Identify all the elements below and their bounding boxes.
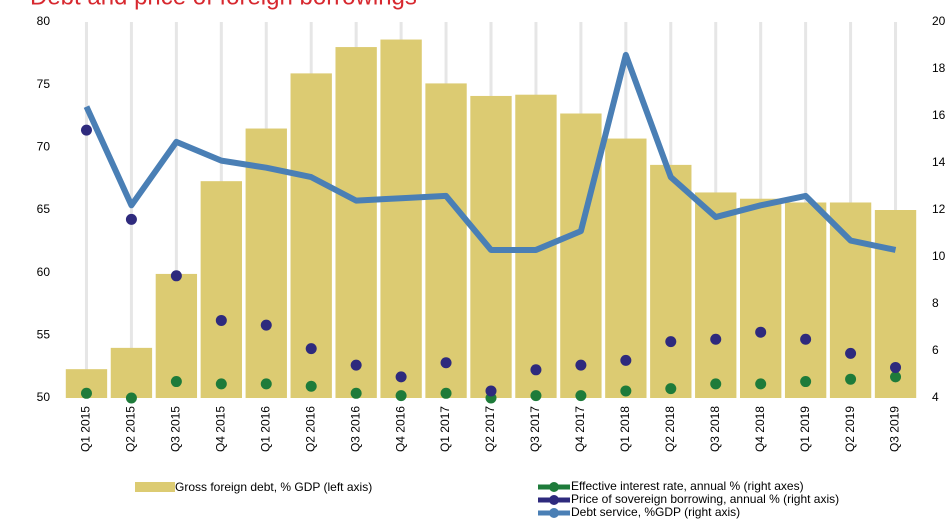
legend-label: Gross foreign debt, % GDP (left axis) [175, 480, 372, 494]
y2-tick-label: 4 [932, 390, 939, 404]
point [665, 383, 677, 395]
x-tick-label: Q3 2019 [888, 406, 902, 452]
legend-swatch [549, 482, 559, 492]
x-tick-label: Q4 2015 [213, 406, 227, 452]
point [215, 314, 227, 326]
y2-tick-label: 6 [932, 343, 939, 357]
x-tick-label: Q3 2015 [169, 406, 183, 452]
bar [335, 47, 377, 399]
y-tick-label: 75 [37, 77, 51, 91]
bar [560, 113, 602, 398]
y2-tick-label: 14 [932, 155, 946, 169]
x-tick-label: Q2 2019 [843, 406, 857, 452]
point [350, 359, 362, 371]
point [845, 373, 857, 385]
x-tick-label: Q1 2018 [618, 406, 632, 452]
bar [829, 202, 872, 398]
legend-swatch [549, 508, 559, 518]
point [80, 387, 92, 399]
x-tick-label: Q1 2017 [438, 406, 452, 452]
y-tick-label: 70 [37, 140, 51, 154]
legend-swatch [135, 482, 175, 492]
point [125, 213, 137, 225]
bar [425, 83, 467, 398]
bar [695, 192, 737, 398]
legend-swatch [549, 495, 559, 505]
point [575, 359, 587, 371]
point [890, 371, 902, 383]
point [125, 392, 137, 404]
point [530, 390, 542, 402]
x-tick-label: Q4 2017 [573, 406, 587, 452]
x-tick-label: Q3 2016 [348, 406, 362, 452]
y2-tick-label: 10 [932, 249, 946, 263]
x-tick-label: Q1 2016 [258, 406, 272, 452]
point [440, 357, 452, 369]
x-tick-label: Q2 2015 [124, 406, 138, 452]
point [395, 390, 407, 402]
point [305, 380, 317, 392]
bar [650, 164, 692, 398]
point [710, 333, 722, 345]
bar [380, 39, 422, 399]
point [530, 364, 542, 376]
x-tick-label: Q2 2017 [483, 406, 497, 452]
legend-label: Effective interest rate, annual % (right… [571, 479, 804, 493]
y-tick-label: 55 [37, 328, 51, 342]
point [395, 371, 407, 383]
point [215, 378, 227, 390]
point [305, 343, 317, 355]
point [665, 336, 677, 348]
y-tick-label: 65 [37, 202, 51, 216]
point [80, 124, 92, 136]
point [620, 354, 632, 366]
x-tick-label: Q3 2017 [528, 406, 542, 452]
bar [784, 202, 827, 398]
chart-title: Debt and price of foreign borrowings [30, 0, 417, 10]
point [485, 385, 497, 397]
y2-tick-label: 16 [932, 108, 946, 122]
y2-tick-label: 8 [932, 296, 939, 310]
legend-label: Debt service, %GDP (right axis) [571, 505, 740, 519]
point [575, 390, 587, 402]
y2-tick-label: 18 [932, 61, 946, 75]
x-tick-label: Q1 2019 [798, 406, 812, 452]
point [710, 378, 722, 390]
bar [605, 138, 647, 398]
x-tick-label: Q4 2018 [753, 406, 767, 452]
x-tick-label: Q2 2016 [303, 406, 317, 452]
legend-label: Price of sovereign borrowing, annual % (… [571, 492, 839, 506]
point [440, 387, 452, 399]
x-tick-label: Q1 2015 [79, 406, 93, 452]
point [845, 347, 857, 359]
x-tick-label: Q4 2016 [393, 406, 407, 452]
point [620, 385, 632, 397]
line-series [83, 51, 897, 253]
bar [200, 181, 242, 398]
point [170, 270, 182, 282]
point [890, 361, 902, 373]
x-tick-label: Q3 2018 [708, 406, 722, 452]
point [260, 378, 272, 390]
point [755, 378, 767, 390]
y-tick-label: 60 [37, 265, 51, 279]
y2-tick-label: 12 [932, 202, 946, 216]
y-tick-label: 80 [37, 14, 51, 28]
point [800, 376, 812, 388]
point [260, 319, 272, 331]
point [800, 333, 812, 345]
point [350, 387, 362, 399]
x-tick-label: Q2 2018 [663, 406, 677, 452]
point [755, 326, 767, 338]
bar [110, 347, 153, 398]
bar [740, 198, 782, 398]
y-tick-label: 50 [37, 390, 51, 404]
y2-tick-label: 20 [932, 14, 946, 28]
point [170, 376, 182, 388]
